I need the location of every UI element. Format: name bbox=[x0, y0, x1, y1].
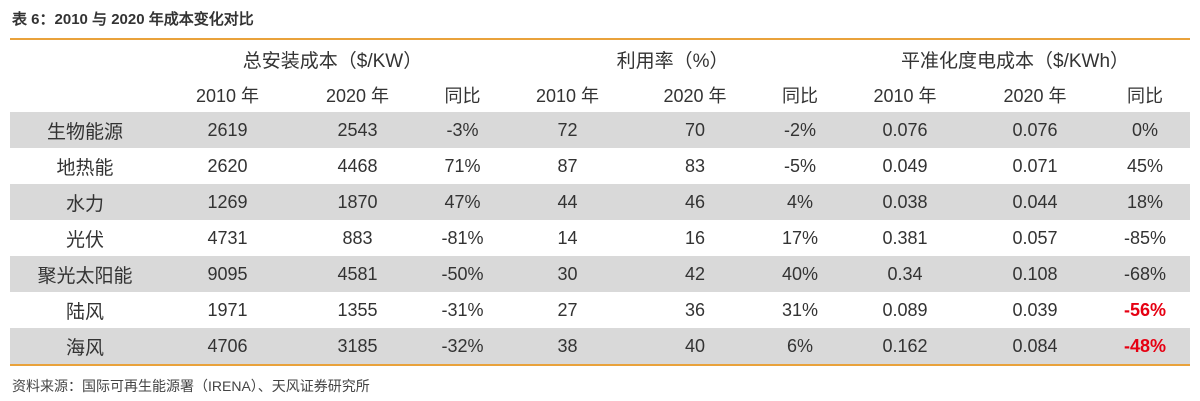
cell: 72 bbox=[505, 112, 631, 148]
cell: 36 bbox=[685, 299, 706, 320]
cell: 0.071 bbox=[1012, 155, 1058, 176]
cost-table: 总安装成本（$/KW） 利用率（%） 平准化度电成本（$/KWh） 2010 年 202… bbox=[10, 38, 1191, 366]
group-header: 利用率（%） bbox=[616, 50, 729, 72]
cell: 14 bbox=[557, 227, 578, 248]
cell: 45% bbox=[1127, 155, 1164, 176]
data-row: 水力 1269 1870 47% 44 46 4% 0.038 0.044 18% bbox=[10, 184, 1191, 220]
row-label: 聚光太阳能 bbox=[10, 256, 160, 292]
cell: 0.057 bbox=[1012, 227, 1058, 248]
row-label: 水力 bbox=[10, 184, 160, 220]
cell: 87 bbox=[557, 155, 578, 176]
cell: 9095 bbox=[160, 256, 295, 292]
cell: 0.076 bbox=[840, 112, 971, 148]
cell: 38 bbox=[505, 328, 631, 365]
cell: -81% bbox=[441, 227, 484, 248]
cell: 2543 bbox=[295, 112, 420, 148]
cell: 4731 bbox=[207, 227, 248, 248]
sub-header: 同比 bbox=[782, 86, 819, 106]
cell: 27 bbox=[557, 299, 578, 320]
row-label: 生物能源 bbox=[10, 112, 160, 148]
cell: 1870 bbox=[295, 184, 420, 220]
cell: 0.044 bbox=[970, 184, 1101, 220]
cell: 0.34 bbox=[840, 256, 971, 292]
cell: 42 bbox=[630, 256, 761, 292]
cell: -85% bbox=[1124, 227, 1167, 248]
cell: 40% bbox=[760, 256, 841, 292]
cell: 6% bbox=[760, 328, 841, 365]
cell: 0% bbox=[1100, 112, 1191, 148]
cell: 18% bbox=[1100, 184, 1191, 220]
sub-header: 2010 年 bbox=[195, 86, 260, 106]
cell: -32% bbox=[420, 328, 506, 365]
sub-header: 2020 年 bbox=[1003, 86, 1067, 106]
sub-header: 同比 bbox=[444, 86, 481, 106]
cell: 0.381 bbox=[882, 227, 928, 248]
cell: 4581 bbox=[295, 256, 420, 292]
sub-header: 同比 bbox=[1127, 86, 1164, 106]
data-row: 生物能源 2619 2543 -3% 72 70 -2% 0.076 0.076 0% bbox=[10, 112, 1191, 148]
cell: -3% bbox=[420, 112, 506, 148]
cell: 17% bbox=[782, 227, 819, 248]
cell: 0.162 bbox=[840, 328, 971, 365]
source-note: 资料来源：国际可再生能源署（IRENA）、天风证券研究所 bbox=[12, 378, 370, 394]
sub-header-row: 2010 年 2020 年 同比 2010 年 2020 年 同比 2010 年 2020 年… bbox=[10, 78, 1190, 112]
cell: -56% bbox=[1124, 299, 1167, 320]
cell: 16 bbox=[685, 227, 706, 248]
cell: 31% bbox=[782, 299, 819, 320]
row-label: 海风 bbox=[10, 328, 160, 365]
cell: -31% bbox=[441, 299, 484, 320]
cell: 40 bbox=[630, 328, 761, 365]
row-label: 地热能 bbox=[56, 157, 114, 179]
cell: 70 bbox=[630, 112, 761, 148]
cell: -5% bbox=[784, 155, 817, 176]
data-row: 地热能 2620 4468 71% 87 83 -5% 0.049 0.071 45% bbox=[10, 148, 1190, 184]
cell: -50% bbox=[420, 256, 506, 292]
cell: -48% bbox=[1100, 328, 1191, 365]
cell: 1971 bbox=[207, 299, 248, 320]
sub-header: 2010 年 bbox=[873, 86, 937, 106]
cell: 1269 bbox=[160, 184, 295, 220]
cell: 3185 bbox=[295, 328, 420, 365]
cell: 44 bbox=[505, 184, 631, 220]
cell: 0.076 bbox=[970, 112, 1101, 148]
cell: 30 bbox=[505, 256, 631, 292]
cell: 0.049 bbox=[882, 155, 928, 176]
header-blank bbox=[10, 78, 160, 112]
cell: 0.084 bbox=[970, 328, 1101, 365]
cell: 2619 bbox=[160, 112, 295, 148]
cell: 83 bbox=[685, 155, 706, 176]
cell: 0.108 bbox=[970, 256, 1101, 292]
sub-header: 2020 年 bbox=[325, 86, 390, 106]
cell: 1355 bbox=[337, 299, 378, 320]
group-header: 平准化度电成本（$/KWh） bbox=[901, 50, 1130, 72]
table-title: 表 6：2010 与 2020 年成本变化对比 bbox=[12, 11, 254, 28]
sub-header: 2010 年 bbox=[535, 86, 600, 106]
data-row: 陆风 1971 1355 -31% 27 36 31% 0.089 0.039 -56% bbox=[10, 292, 1190, 328]
cell: 4706 bbox=[160, 328, 295, 365]
cell: -68% bbox=[1100, 256, 1191, 292]
group-header-row: 总安装成本（$/KW） 利用率（%） 平准化度电成本（$/KWh） bbox=[10, 39, 1190, 78]
cell: 4% bbox=[760, 184, 841, 220]
row-label: 光伏 bbox=[65, 229, 104, 251]
cell: 883 bbox=[342, 227, 373, 248]
cell: 0.089 bbox=[882, 299, 928, 320]
data-row: 光伏 4731 883 -81% 14 16 17% 0.381 0.057 -85% bbox=[10, 220, 1190, 256]
cell: -2% bbox=[760, 112, 841, 148]
cell: 47% bbox=[420, 184, 506, 220]
cell: 0.038 bbox=[840, 184, 971, 220]
cell: 2620 bbox=[207, 155, 248, 176]
group-header: 总安装成本（$/KW） bbox=[242, 50, 423, 72]
cell: 71% bbox=[444, 155, 481, 176]
cell: 0.039 bbox=[1012, 299, 1058, 320]
data-row: 聚光太阳能 9095 4581 -50% 30 42 40% 0.34 0.108 -68% bbox=[10, 256, 1191, 292]
cell: 4468 bbox=[337, 155, 378, 176]
header-blank bbox=[10, 39, 160, 78]
cell: 46 bbox=[630, 184, 761, 220]
row-label: 陆风 bbox=[65, 301, 104, 323]
sub-header: 2020 年 bbox=[663, 86, 727, 106]
data-row: 海风 4706 3185 -32% 38 40 6% 0.162 0.084 -48% bbox=[10, 328, 1191, 365]
